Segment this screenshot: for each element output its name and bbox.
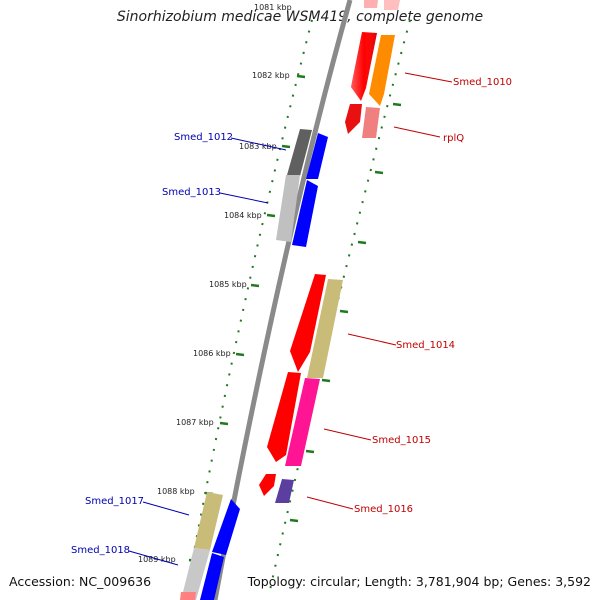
kbp-label: 1086 kbp <box>193 349 231 358</box>
gene-smed-1013-feature[interactable] <box>276 175 318 247</box>
gene-label-smed-1013[interactable]: Smed_1013 <box>162 187 221 198</box>
gene-label-smed-1017[interactable]: Smed_1017 <box>85 496 144 507</box>
gene-label-smed-1010[interactable]: Smed_1010 <box>453 77 512 88</box>
kbp-label: 1083 kbp <box>239 142 277 151</box>
kbp-label: 1085 kbp <box>209 280 247 289</box>
gene-label-rplq[interactable]: rplQ <box>443 133 464 144</box>
kbp-label: 1081 kbp <box>254 3 292 12</box>
gene-label-smed-1015[interactable]: Smed_1015 <box>372 435 431 446</box>
kbp-label: 1084 kbp <box>224 211 262 220</box>
kbp-label: 1088 kbp <box>157 487 195 496</box>
gene-label-smed-1014[interactable]: Smed_1014 <box>396 340 455 351</box>
gene-partial-top <box>364 0 400 10</box>
gene-smed-1012-feature[interactable] <box>287 129 328 179</box>
gene-smed-1018-feature[interactable] <box>180 548 224 600</box>
gene-smed-1010-feature[interactable] <box>351 32 395 106</box>
gene-label-smed-1016[interactable]: Smed_1016 <box>354 504 413 515</box>
gene-smed-1015-feature[interactable] <box>267 372 320 466</box>
kbp-label: 1089 kbp <box>138 555 176 564</box>
label-leader-lines <box>128 72 453 566</box>
gene-rplq-feature[interactable] <box>345 104 380 138</box>
accession-text: Accession: NC_009636 <box>9 574 152 589</box>
gene-smed-1017-feature[interactable] <box>194 492 240 555</box>
gene-smed-1016-feature[interactable] <box>259 474 294 503</box>
gene-smed-1014-feature[interactable] <box>290 274 343 378</box>
gene-label-smed-1012[interactable]: Smed_1012 <box>174 132 233 143</box>
map-title: Sinorhizobium medicae WSM419, complete g… <box>116 9 484 25</box>
gene-label-smed-1018[interactable]: Smed_1018 <box>71 545 130 556</box>
topology-text: Topology: circular; Length: 3,781,904 bp… <box>247 574 591 589</box>
kbp-label: 1087 kbp <box>176 418 214 427</box>
major-ticks-outer <box>289 102 402 523</box>
kbp-label: 1082 kbp <box>252 71 290 80</box>
